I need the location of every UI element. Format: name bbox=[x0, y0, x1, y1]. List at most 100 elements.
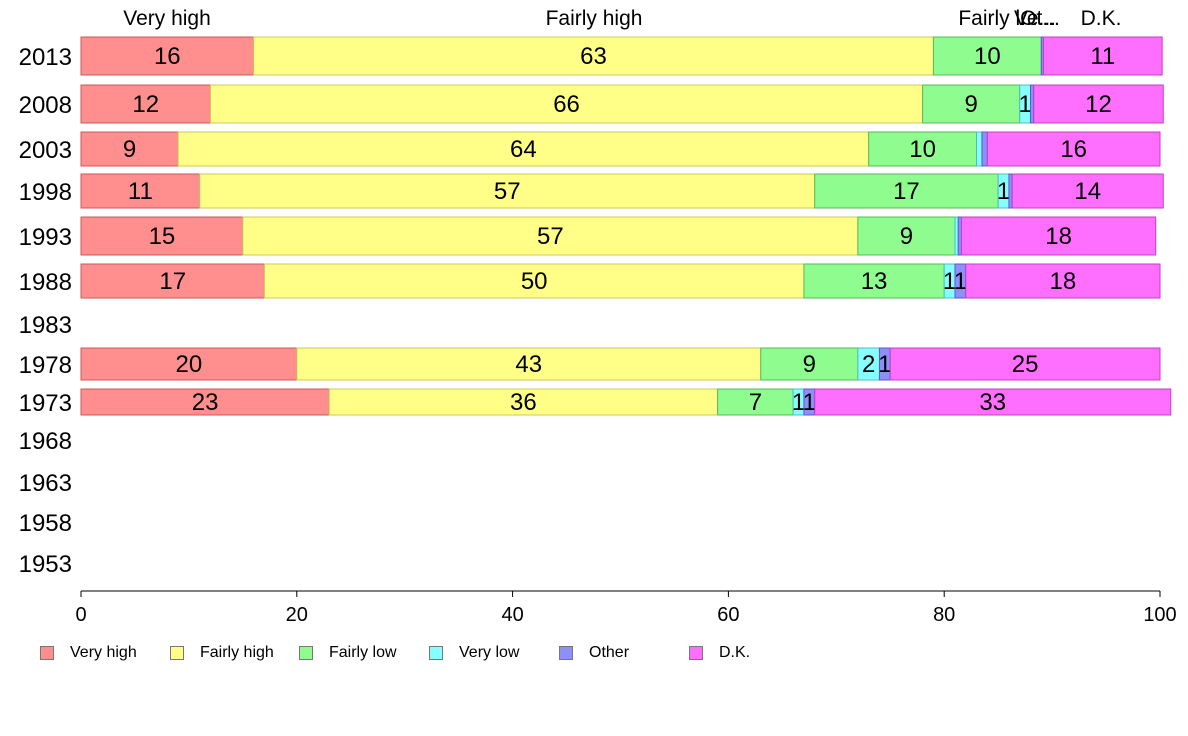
legend-swatch bbox=[689, 646, 703, 660]
data-label: 7 bbox=[749, 389, 762, 416]
data-label: 57 bbox=[537, 223, 564, 250]
legend-swatch bbox=[299, 646, 313, 660]
x-tick-label: 0 bbox=[75, 604, 86, 626]
data-label: 64 bbox=[510, 136, 537, 163]
bar-segment bbox=[199, 173, 816, 209]
category-label: 1998 bbox=[19, 179, 72, 206]
legend-item: Fairly low bbox=[299, 644, 397, 662]
legend-item: Other bbox=[559, 644, 629, 662]
legend-item: Fairly high bbox=[170, 644, 274, 662]
category-label: 1973 bbox=[19, 390, 72, 417]
top-series-label: Fairly high bbox=[546, 7, 643, 30]
bar-segment bbox=[932, 36, 1042, 76]
data-label: 1 bbox=[878, 351, 891, 378]
data-label: 1 bbox=[997, 178, 1010, 205]
legend-item: D.K. bbox=[689, 644, 750, 662]
bar-segment bbox=[981, 131, 988, 167]
bar-segment bbox=[868, 131, 978, 167]
x-tick-label: 40 bbox=[501, 604, 523, 626]
bar-segment bbox=[1033, 84, 1164, 124]
bar-segment bbox=[1042, 36, 1163, 76]
legend-swatch bbox=[559, 646, 573, 660]
legend-label: Very low bbox=[459, 644, 520, 661]
bar-segment bbox=[889, 347, 1161, 381]
data-label: 10 bbox=[974, 43, 1001, 70]
bar-segment bbox=[922, 84, 1021, 124]
data-label: 11 bbox=[1090, 43, 1115, 70]
legend-item: Very low bbox=[429, 644, 519, 662]
data-label: 18 bbox=[1050, 268, 1077, 295]
data-label: 33 bbox=[979, 389, 1006, 416]
bar-segment bbox=[177, 131, 870, 167]
bar-segment bbox=[296, 347, 762, 381]
legend-swatch bbox=[429, 646, 443, 660]
bar-segment bbox=[803, 263, 945, 299]
bar-segment bbox=[986, 131, 1161, 167]
legend-swatch bbox=[170, 646, 184, 660]
bar-segment bbox=[80, 263, 265, 299]
category-label: 1963 bbox=[19, 470, 72, 497]
category-label: 2013 bbox=[19, 44, 72, 71]
data-label: 63 bbox=[580, 43, 607, 70]
data-label: 1 bbox=[954, 268, 967, 295]
category-label: 2003 bbox=[19, 137, 72, 164]
data-label: 15 bbox=[149, 223, 176, 250]
data-label: 14 bbox=[1074, 178, 1101, 205]
top-series-label: D.K. bbox=[1081, 7, 1122, 30]
bar-segment bbox=[80, 216, 244, 256]
legend-label: Fairly high bbox=[200, 644, 274, 661]
category-label: 1953 bbox=[19, 551, 72, 578]
bar-segment bbox=[965, 263, 1161, 299]
data-label: 50 bbox=[521, 268, 548, 295]
bar-segment bbox=[814, 173, 999, 209]
bar-segment bbox=[80, 36, 255, 76]
bar-segment bbox=[263, 263, 805, 299]
data-label: 36 bbox=[510, 389, 537, 416]
legend-label: Very high bbox=[70, 644, 137, 661]
data-label: 17 bbox=[159, 268, 186, 295]
top-series-label: Ot... bbox=[1020, 7, 1060, 30]
bar-segment bbox=[814, 388, 1172, 416]
legend-label: Fairly low bbox=[329, 644, 397, 661]
top-series-label: Ve... bbox=[1014, 7, 1056, 30]
category-label: 1983 bbox=[19, 312, 72, 339]
data-label: 9 bbox=[900, 223, 913, 250]
data-label: 12 bbox=[132, 91, 159, 118]
data-label: 10 bbox=[909, 136, 936, 163]
top-series-label: Very high bbox=[123, 7, 211, 30]
top-series-label: Fairly l... bbox=[958, 7, 1037, 30]
x-tick-label: 60 bbox=[717, 604, 739, 626]
data-label: 20 bbox=[176, 351, 203, 378]
data-label: 9 bbox=[123, 136, 136, 163]
bar-segment bbox=[80, 388, 330, 416]
data-label: 16 bbox=[154, 43, 181, 70]
data-label: 23 bbox=[192, 389, 219, 416]
legend-swatch bbox=[40, 646, 54, 660]
legend-item: Very high bbox=[40, 644, 137, 662]
data-label: 66 bbox=[553, 91, 580, 118]
data-label: 12 bbox=[1085, 91, 1112, 118]
bar-segment bbox=[242, 216, 859, 256]
legend-label: Other bbox=[589, 644, 630, 661]
bar-segment bbox=[80, 131, 179, 167]
data-label: 16 bbox=[1060, 136, 1087, 163]
bar-segment bbox=[976, 131, 983, 167]
category-label: 2008 bbox=[19, 92, 72, 119]
data-label: 1 bbox=[943, 268, 956, 295]
data-label: 9 bbox=[803, 351, 816, 378]
data-label: 43 bbox=[515, 351, 542, 378]
data-label: 2 bbox=[862, 351, 875, 378]
data-label: 25 bbox=[1012, 351, 1039, 378]
category-label: 1993 bbox=[19, 224, 72, 251]
bar-segment bbox=[328, 388, 719, 416]
x-tick-label: 80 bbox=[933, 604, 955, 626]
data-label: 17 bbox=[893, 178, 920, 205]
data-label: 13 bbox=[861, 268, 888, 295]
data-label: 9 bbox=[964, 91, 977, 118]
category-label: 1968 bbox=[19, 428, 72, 455]
bar-segment bbox=[1011, 173, 1164, 209]
data-label: 57 bbox=[494, 178, 521, 205]
category-label: 1958 bbox=[19, 510, 72, 537]
bar-segment bbox=[80, 84, 211, 124]
